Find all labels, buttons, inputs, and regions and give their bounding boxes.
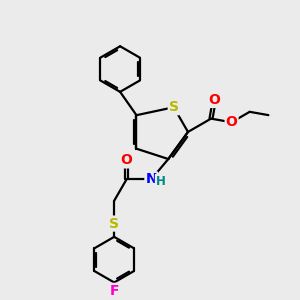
Text: O: O xyxy=(226,115,238,129)
Text: S: S xyxy=(109,217,119,231)
Text: N: N xyxy=(146,172,157,186)
Text: F: F xyxy=(110,284,119,298)
Text: H: H xyxy=(156,175,166,188)
Text: O: O xyxy=(121,153,133,167)
Text: O: O xyxy=(208,93,220,107)
Text: S: S xyxy=(169,100,179,114)
